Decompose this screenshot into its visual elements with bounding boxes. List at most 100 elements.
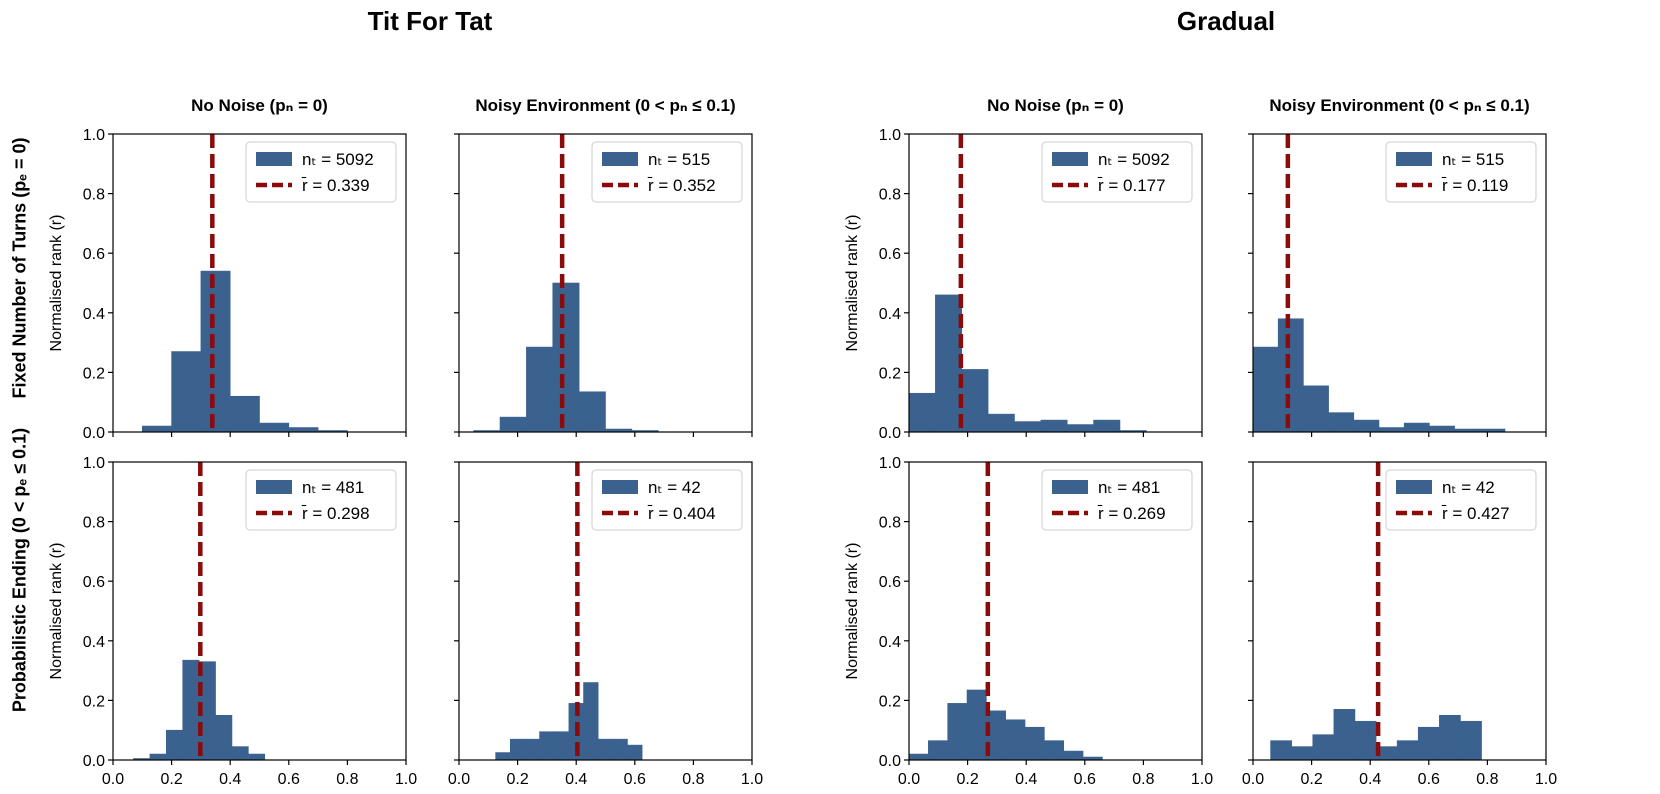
panel-2-legend-swatch-bar — [1052, 152, 1088, 166]
panel-2-bar-3 — [987, 413, 1015, 433]
panel-5-bar-7 — [597, 738, 614, 761]
panel-6-axes-frame — [908, 461, 1203, 761]
panel-2-bar-0 — [908, 392, 936, 433]
panel-6-bar-2 — [947, 703, 968, 761]
panel-5-bar-8 — [612, 738, 628, 761]
panel-7-bar-3 — [1333, 709, 1356, 761]
panel-4-ylabel: Normalised rank (r) — [48, 543, 65, 680]
panel-4-ytick-label-0: 0.0 — [83, 753, 105, 770]
panel-7-bar-1 — [1291, 746, 1314, 761]
panel-2-bar-5 — [1040, 419, 1068, 433]
panel-5-bar-1 — [509, 738, 526, 761]
panel-0-bar-0 — [142, 425, 172, 433]
panel-3-bar-0 — [1252, 346, 1279, 433]
panel-5-axes-frame — [458, 461, 753, 761]
panel-6-xtick-label-3: 0.6 — [1074, 771, 1096, 788]
panel-7-xtick-label-1: 0.2 — [1300, 771, 1322, 788]
panel-7-axes-frame — [1252, 461, 1547, 761]
panel-4-bar-1 — [149, 753, 167, 761]
panel-1-legend-n-label: nₜ = 515 — [648, 150, 710, 169]
panel-3-bar-6 — [1403, 422, 1430, 433]
panel-2-ytick-label-2: 0.4 — [879, 306, 901, 323]
panel-5-bar-0 — [495, 752, 511, 761]
panel-6-ytick-label-0: 0.0 — [879, 753, 901, 770]
column-title-3: Noisy Environment (0 < pₙ ≤ 0.1) — [1269, 96, 1529, 115]
panel-7-bar-8 — [1439, 714, 1461, 761]
panel-5-bar-2 — [524, 738, 540, 761]
group-title-gradual: Gradual — [1176, 6, 1276, 36]
panel-4-xtick-label-0: 0.0 — [102, 771, 124, 788]
panel-6-ytick-label-4: 0.8 — [879, 515, 901, 532]
panel-4-ytick-label-3: 0.6 — [83, 574, 105, 591]
panel-4-xtick-label-2: 0.4 — [219, 771, 241, 788]
panel-6-ylabel: Normalised rank (r) — [844, 543, 861, 680]
panel-5-xtick-label-1: 0.2 — [506, 771, 528, 788]
panel-3-bar-5 — [1378, 427, 1405, 433]
panel-0-ytick-label-0: 0.0 — [83, 425, 105, 442]
panel-5-xtick-label-4: 0.8 — [682, 771, 704, 788]
panel-6-ytick-label-1: 0.2 — [879, 693, 901, 710]
panel-6-xtick-label-5: 1.0 — [1191, 771, 1213, 788]
panel-6-bar-1 — [928, 740, 948, 761]
panel-5-bar-9 — [627, 744, 643, 761]
panel-0-ylabel: Normalised rank (r) — [48, 215, 65, 352]
panel-4-ytick-label-1: 0.2 — [83, 693, 105, 710]
panel-4-bar-3 — [182, 659, 200, 761]
panel-7-xtick-label-2: 0.4 — [1359, 771, 1381, 788]
panel-0-legend-swatch-bar — [256, 152, 292, 166]
panel-6-bar-3 — [966, 689, 987, 761]
panel-3-bar-4 — [1353, 419, 1380, 433]
panel-6-ytick-label-2: 0.4 — [879, 634, 901, 651]
panel-5-bar-4 — [553, 731, 570, 761]
panel-7-bar-7 — [1417, 726, 1440, 761]
panel-2-ytick-label-3: 0.6 — [879, 246, 901, 263]
panel-0-ytick-label-5: 1.0 — [83, 127, 105, 144]
panel-1-bar-3 — [552, 282, 580, 433]
panel-0-ytick-label-3: 0.6 — [83, 246, 105, 263]
panel-5-xtick-label-3: 0.6 — [624, 771, 646, 788]
panel-6-xtick-label-1: 0.2 — [956, 771, 978, 788]
panel-6-ytick-label-5: 1.0 — [879, 455, 901, 472]
column-title-0: No Noise (pₙ = 0) — [191, 96, 328, 115]
panel-3-bar-1 — [1277, 318, 1304, 433]
panel-6-legend-swatch-bar — [1052, 480, 1088, 494]
panel-2-axes-frame — [908, 133, 1203, 433]
panel-3-legend-n-label: nₜ = 515 — [1442, 150, 1504, 169]
panel-4-bar-6 — [231, 746, 249, 761]
panel-1-bar-4 — [578, 391, 606, 433]
panel-7-xtick-label-4: 0.8 — [1476, 771, 1498, 788]
panel-4-bar-2 — [166, 729, 184, 761]
panel-4-xtick-label-3: 0.6 — [278, 771, 300, 788]
group-title-tit-for-tat: Tit For Tat — [367, 6, 493, 36]
panel-3-axes-frame — [1252, 133, 1547, 433]
panel-7-bar-6 — [1396, 740, 1419, 761]
panel-0-bar-1 — [171, 351, 202, 433]
panel-6-bar-6 — [1024, 726, 1045, 761]
panel-2-ytick-label-4: 0.8 — [879, 187, 901, 204]
panel-6-ytick-label-3: 0.6 — [879, 574, 901, 591]
panel-4-axes-frame — [112, 461, 407, 761]
panel-7-xtick-label-5: 1.0 — [1535, 771, 1557, 788]
panel-7-bar-0 — [1270, 740, 1292, 761]
panel-4-ytick-label-2: 0.4 — [83, 634, 105, 651]
panel-4-xtick-label-5: 1.0 — [395, 771, 417, 788]
panel-1-axes-frame — [458, 133, 753, 433]
panel-5-legend-n-label: nₜ = 42 — [648, 478, 701, 497]
panel-4-legend-swatch-bar — [256, 480, 292, 494]
panel-6-legend-n-label: nₜ = 481 — [1098, 478, 1160, 497]
panel-2-ytick-label-0: 0.0 — [879, 425, 901, 442]
panel-6-bar-0 — [908, 753, 929, 761]
panel-2-bar-7 — [1093, 419, 1121, 433]
panel-5-bar-3 — [539, 731, 555, 761]
panel-2-bar-6 — [1066, 424, 1094, 433]
panel-1-bar-2 — [526, 346, 554, 433]
panel-2-bar-4 — [1014, 421, 1042, 433]
panel-7-legend-mean-label: r̄ = 0.427 — [1441, 504, 1510, 523]
panel-4-legend-n-label: nₜ = 481 — [302, 478, 364, 497]
panel-0-bar-4 — [259, 422, 290, 433]
panel-5-xtick-label-5: 1.0 — [741, 771, 763, 788]
panel-2-legend-mean-label: r̄ = 0.177 — [1097, 176, 1166, 195]
column-title-2: No Noise (pₙ = 0) — [987, 96, 1124, 115]
panel-2-bar-2 — [961, 369, 989, 433]
